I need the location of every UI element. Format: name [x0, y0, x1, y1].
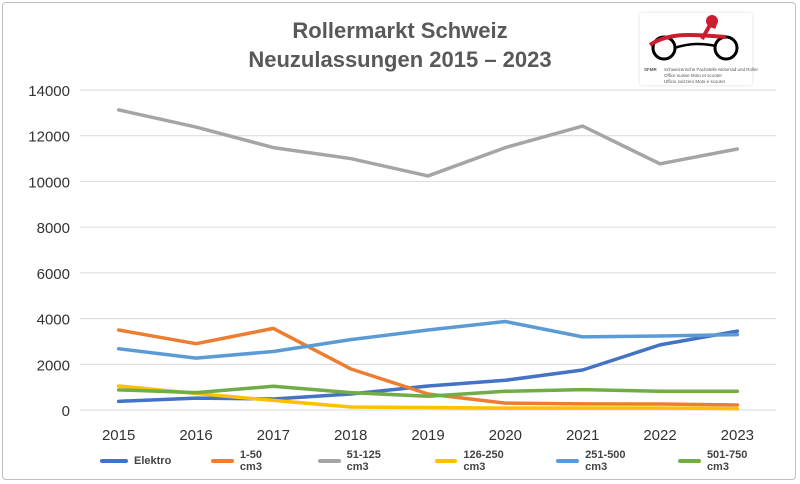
logo-text-3: Office suisse Moto et scooter	[664, 73, 722, 78]
y-axis-ticks: 0 2000 4000 6000 8000 10000 12000 14000	[28, 83, 70, 420]
legend-item: 251-500 cm3	[556, 449, 638, 473]
x-tick-label: 2018	[334, 427, 367, 444]
y-tick-label: 12000	[28, 129, 70, 146]
legend-swatch	[211, 459, 234, 463]
y-tick-label: 4000	[37, 312, 70, 329]
x-tick-label: 2015	[102, 427, 135, 444]
legend-swatch	[434, 459, 458, 463]
series-line-126-250-cm3	[116, 384, 740, 411]
logo-text-4: Ufficio svizzero Moto e scooter	[664, 79, 726, 84]
series-line-elektro	[116, 329, 740, 404]
series-line-1-50-cm3	[116, 326, 740, 407]
legend-swatch	[678, 459, 701, 463]
scooter-logo-icon	[648, 15, 739, 61]
legend-label: 1-50 cm3	[239, 449, 262, 473]
x-tick-label: 2022	[643, 427, 676, 444]
legend-item: 51-125 cm3	[317, 449, 395, 473]
legend-label: 251-500 cm3	[585, 449, 626, 473]
y-tick-label: 0	[62, 403, 70, 420]
series-line-501-750-cm3	[116, 384, 740, 399]
legend-label: 51-125 cm3	[346, 449, 381, 473]
legend-item: 1-50 cm3	[211, 449, 278, 473]
x-tick-label: 2023	[721, 427, 754, 444]
gridlines	[80, 89, 776, 411]
x-tick-label: 2017	[257, 427, 290, 444]
legend-item: Elektro	[100, 455, 171, 467]
sfmr-logo: SFMR Schweizerische Fachstelle Motorrad …	[640, 13, 758, 85]
x-tick-label: 2021	[566, 427, 599, 444]
y-tick-label: 2000	[37, 357, 70, 374]
legend-item: 126-250 cm3	[434, 449, 517, 473]
logo-text-1: SFMR	[644, 67, 657, 72]
legend-item: 501-750 cm3	[678, 449, 760, 473]
x-tick-label: 2019	[411, 427, 444, 444]
y-tick-label: 8000	[37, 220, 70, 237]
x-tick-label: 2016	[179, 427, 212, 444]
legend-label: Elektro	[134, 455, 172, 467]
y-tick-label: 6000	[37, 266, 70, 283]
y-tick-label: 10000	[28, 174, 70, 191]
legend-swatch	[556, 459, 580, 463]
chart-subtitle: Neuzulassungen 2015 – 2023	[248, 47, 552, 72]
legend-swatch	[100, 459, 128, 463]
chart-title: Rollermarkt Schweiz	[292, 18, 508, 43]
series-lines	[116, 108, 740, 411]
series-line-51-125-cm3	[116, 108, 740, 178]
legend-swatch	[317, 459, 341, 463]
legend: Elektro 1-50 cm3 51-125 cm3 126-250 cm3 251-…	[100, 449, 800, 473]
legend-label: 126-250 cm3	[463, 449, 504, 473]
y-tick-label: 14000	[28, 83, 70, 100]
x-tick-label: 2020	[489, 427, 522, 444]
series-line-251-500-cm3	[116, 319, 740, 360]
logo-text-2: Schweizerische Fachstelle Motorrad und R…	[664, 67, 759, 72]
legend-label: 501-750 cm3	[706, 449, 748, 473]
x-axis-ticks: 2015 2016 2017 2018 2019 2020 2021 2022 2023	[102, 427, 754, 444]
